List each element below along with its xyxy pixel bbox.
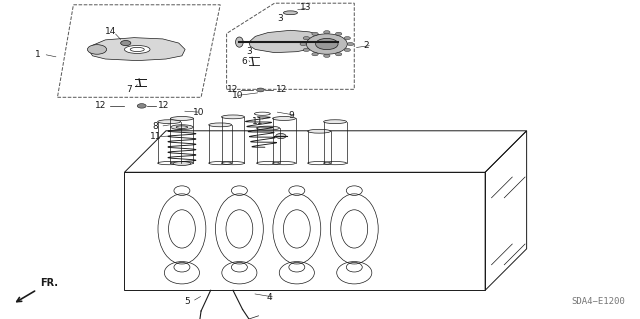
Text: 8: 8 <box>152 122 157 131</box>
Circle shape <box>335 53 342 56</box>
Text: 10: 10 <box>193 108 204 117</box>
Ellipse shape <box>273 116 296 120</box>
Text: 4: 4 <box>267 293 273 302</box>
Text: 3: 3 <box>277 14 283 23</box>
Ellipse shape <box>324 120 347 123</box>
Text: 14: 14 <box>106 27 116 36</box>
Text: 11: 11 <box>252 117 264 126</box>
Circle shape <box>303 48 310 52</box>
Circle shape <box>312 53 318 56</box>
Text: 5: 5 <box>184 297 189 306</box>
Text: 12: 12 <box>158 101 170 110</box>
Text: 12: 12 <box>276 85 287 94</box>
Ellipse shape <box>173 162 191 166</box>
Ellipse shape <box>170 116 193 120</box>
Text: 6: 6 <box>241 57 247 66</box>
Ellipse shape <box>209 123 232 127</box>
Ellipse shape <box>236 37 243 47</box>
Ellipse shape <box>124 45 150 54</box>
Circle shape <box>344 48 351 52</box>
Ellipse shape <box>335 37 342 47</box>
Text: 9: 9 <box>289 111 294 120</box>
Circle shape <box>137 104 146 108</box>
Circle shape <box>257 88 264 92</box>
Polygon shape <box>249 30 326 53</box>
Text: 1: 1 <box>35 50 41 59</box>
Circle shape <box>324 31 330 34</box>
Text: FR.: FR. <box>40 278 58 288</box>
Text: 3: 3 <box>246 47 252 56</box>
Circle shape <box>335 32 342 35</box>
Polygon shape <box>90 38 185 61</box>
Circle shape <box>348 42 354 46</box>
Ellipse shape <box>221 115 244 119</box>
Ellipse shape <box>157 120 180 123</box>
Circle shape <box>276 133 286 138</box>
Circle shape <box>88 45 107 54</box>
Circle shape <box>344 36 351 40</box>
Text: 7: 7 <box>126 85 132 94</box>
Text: 13: 13 <box>300 4 312 12</box>
Text: 10: 10 <box>232 91 244 100</box>
Ellipse shape <box>308 129 331 133</box>
Text: SDA4−E1200: SDA4−E1200 <box>572 297 625 306</box>
Circle shape <box>307 34 348 54</box>
Circle shape <box>324 54 330 57</box>
Circle shape <box>316 38 338 50</box>
Ellipse shape <box>171 125 193 130</box>
Circle shape <box>303 36 310 40</box>
Circle shape <box>312 32 318 35</box>
Ellipse shape <box>284 11 298 15</box>
Circle shape <box>300 42 307 46</box>
Text: 2: 2 <box>364 41 369 50</box>
Circle shape <box>121 41 131 46</box>
Ellipse shape <box>257 126 280 130</box>
Text: 11: 11 <box>150 132 161 141</box>
Text: 12: 12 <box>227 85 238 94</box>
Text: 12: 12 <box>95 101 106 110</box>
